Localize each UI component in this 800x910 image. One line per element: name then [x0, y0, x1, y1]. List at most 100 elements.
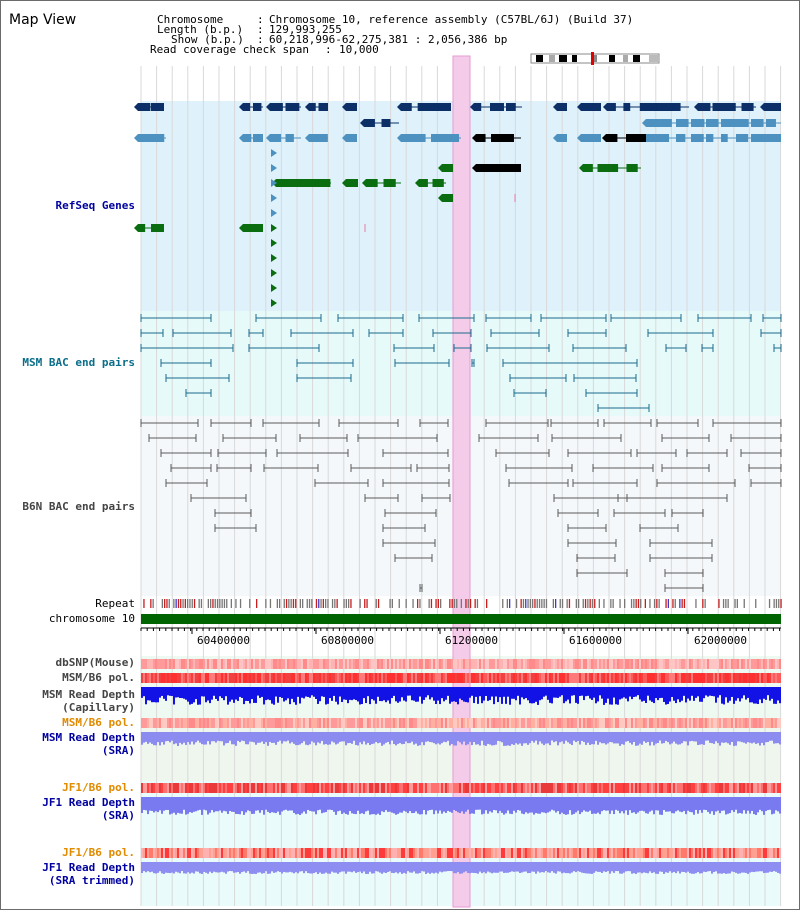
- track-label-refseq[interactable]: RefSeq Genes: [55, 199, 135, 212]
- msm-b6-pol-2-strip-cell: [425, 718, 427, 728]
- msm-b6-pol-strip-cell: [525, 673, 527, 683]
- refseq-gene-black-1-strand-arrow: [602, 134, 606, 142]
- jf1-b6-pol-strip-cell: [481, 783, 483, 793]
- jf1-depth-trimmed-bar: [669, 862, 671, 872]
- jf1-b6-pol-2-strip-cell: [631, 848, 633, 858]
- jf1-depth-sra-bar: [649, 797, 651, 812]
- dbsnp-strip-cell: [607, 659, 609, 669]
- msm-depth-capillary-bar: [323, 687, 325, 697]
- refseq-gene-green-2-exon: [366, 179, 378, 187]
- repeat-element: [653, 599, 656, 608]
- msm-depth-sra-bar: [699, 732, 701, 745]
- msm-depth-capillary-bar: [457, 687, 459, 705]
- msm-b6-pol-strip-cell: [495, 673, 497, 683]
- jf1-b6-pol-2-strip-cell: [269, 848, 271, 858]
- jf1-depth-trimmed-bar: [553, 862, 555, 873]
- msm-depth-sra-bar: [319, 732, 321, 744]
- dbsnp-strip-cell: [231, 659, 233, 669]
- dbsnp-strip-cell: [633, 659, 635, 669]
- jf1-depth-sra-bar: [369, 797, 371, 815]
- msm-b6-pol-strip-cell: [537, 673, 539, 683]
- dbsnp-strip-cell: [439, 659, 441, 669]
- repeat-element: [584, 599, 587, 608]
- msm-b6-pol-2-strip-cell: [763, 718, 765, 728]
- msm-b6-pol-2-strip-cell: [543, 718, 545, 728]
- jf1-b6-pol-2-strip-cell: [637, 848, 639, 858]
- track-label-jf1-depth-sra-2: (SRA): [101, 809, 135, 822]
- repeat-element: [529, 599, 531, 608]
- jf1-b6-pol-strip-cell: [233, 783, 235, 793]
- msm-b6-pol-2-strip-cell: [469, 718, 471, 728]
- msm-b6-pol-2-strip-cell: [541, 718, 543, 728]
- ideogram-band-8: [649, 55, 659, 62]
- dbsnp-strip-cell: [355, 659, 357, 669]
- repeat-element: [665, 599, 667, 608]
- msm-b6-pol-2-strip-cell: [273, 718, 275, 728]
- msm-depth-capillary-bar: [775, 687, 777, 704]
- repeat-element: [449, 599, 451, 608]
- jf1-depth-trimmed-bar: [147, 862, 149, 872]
- dbsnp-strip-cell: [321, 659, 323, 669]
- jf1-depth-sra-bar: [229, 797, 231, 811]
- msm-b6-pol-2-strip-cell: [427, 718, 429, 728]
- refseq-gene-steel-5-exon: [431, 134, 451, 142]
- jf1-b6-pol-strip-cell: [143, 783, 145, 793]
- jf1-depth-trimmed-bar: [323, 862, 325, 874]
- msm-depth-sra-bar: [411, 732, 413, 742]
- msm-depth-capillary-bar: [747, 687, 749, 698]
- jf1-depth-trimmed-bar: [465, 862, 467, 872]
- msm-depth-sra-bar: [237, 732, 239, 741]
- msm-depth-capillary-bar: [455, 687, 457, 702]
- track-label-msm-bac[interactable]: MSM BAC end pairs: [22, 356, 135, 369]
- repeat-element: [322, 599, 324, 608]
- jf1-depth-trimmed-bar: [293, 862, 295, 874]
- jf1-b6-pol-strip-cell: [459, 783, 461, 793]
- repeat-element: [536, 599, 538, 608]
- repeat-element: [575, 599, 577, 608]
- jf1-b6-pol-strip-cell: [465, 783, 467, 793]
- dbsnp-strip-cell: [239, 659, 241, 669]
- jf1-b6-pol-2-strip-cell: [471, 848, 473, 858]
- jf1-depth-sra-bar: [285, 797, 287, 810]
- msm-b6-pol-strip-cell: [491, 673, 493, 683]
- jf1-depth-trimmed-bar: [461, 862, 463, 874]
- dbsnp-strip-cell: [723, 659, 725, 669]
- jf1-b6-pol-strip-cell: [531, 783, 533, 793]
- msm-b6-pol-strip-cell: [255, 673, 257, 683]
- msm-b6-pol-strip-cell: [621, 673, 623, 683]
- track-label-b6n-bac[interactable]: B6N BAC end pairs: [22, 500, 135, 513]
- msm-b6-pol-2-strip-cell: [481, 718, 483, 728]
- refseq-small-gene-arrow-4: [271, 209, 277, 217]
- repeat-element: [589, 599, 591, 608]
- jf1-b6-pol-2-strip-cell: [357, 848, 359, 858]
- jf1-b6-pol-2-strip-cell: [461, 848, 463, 858]
- jf1-depth-trimmed-bar: [777, 862, 779, 873]
- jf1-b6-pol-2-strip-cell: [217, 848, 219, 858]
- msm-b6-pol-strip-cell: [293, 673, 295, 683]
- repeat-element: [451, 599, 453, 608]
- msm-depth-capillary-bar: [713, 687, 715, 697]
- msm-b6-pol-strip-cell: [775, 673, 777, 683]
- msm-depth-capillary-bar: [711, 687, 713, 696]
- dbsnp-strip-cell: [573, 659, 575, 669]
- jf1-depth-sra-bar: [483, 797, 485, 814]
- jf1-depth-sra-bar: [205, 797, 207, 811]
- msm-depth-sra-bar: [503, 732, 505, 746]
- dbsnp-strip-cell: [187, 659, 189, 669]
- msm-b6-pol-2-strip-cell: [617, 718, 619, 728]
- jf1-depth-trimmed-bar: [191, 862, 193, 873]
- msm-depth-sra-bar: [363, 732, 365, 742]
- jf1-b6-pol-strip-cell: [369, 783, 371, 793]
- msm-b6-pol-2-strip-cell: [217, 718, 219, 728]
- msm-b6-pol-strip-cell: [469, 673, 471, 683]
- jf1-b6-pol-2-strip-cell: [733, 848, 735, 858]
- msm-b6-pol-2-strip-cell: [245, 718, 247, 728]
- jf1-b6-pol-strip-cell: [731, 783, 733, 793]
- refseq-gene-navy-7-strand-arrow: [553, 103, 557, 111]
- msm-b6-pol-2-strip-cell: [655, 718, 657, 728]
- jf1-b6-pol-2-strip-cell: [459, 848, 461, 858]
- msm-depth-sra-bar: [203, 732, 205, 745]
- jf1-b6-pol-2-strip-cell: [215, 848, 217, 858]
- msm-depth-sra-bar: [493, 732, 495, 746]
